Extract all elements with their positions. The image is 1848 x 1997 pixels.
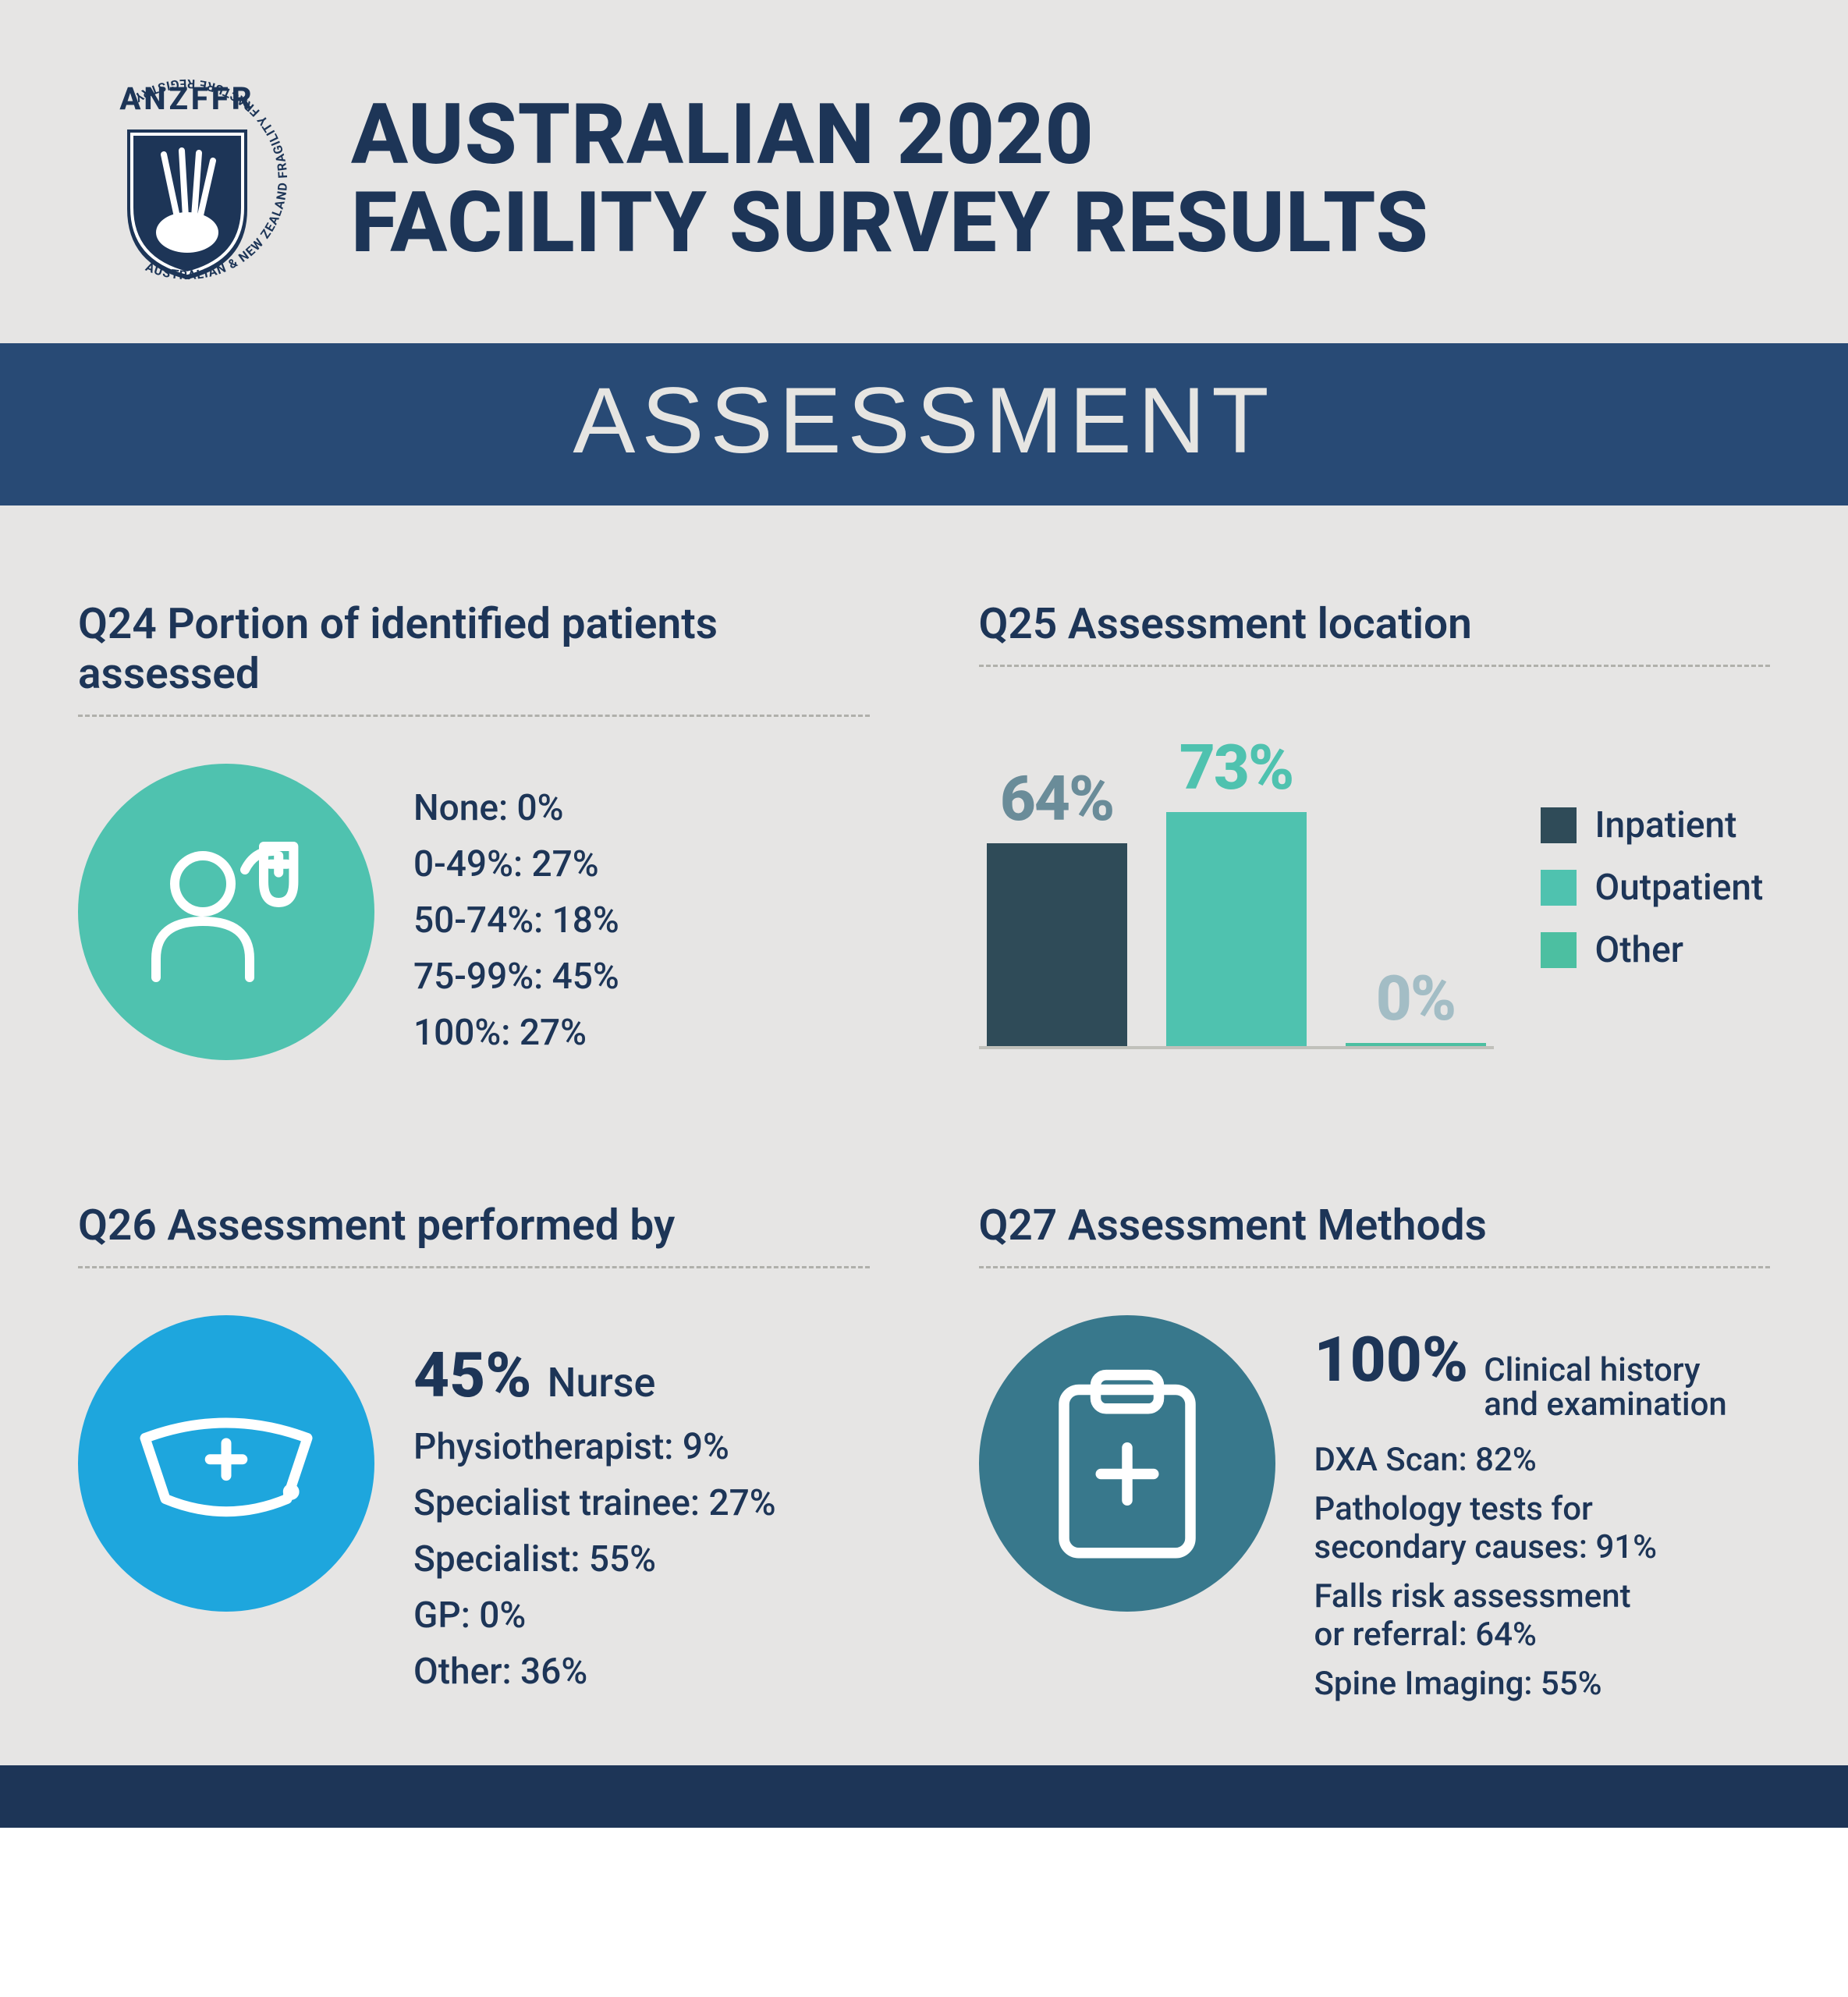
q24-item: 100%: 27% bbox=[413, 1012, 619, 1054]
q26-list: 45% Nurse Physiotherapist: 9% Specialist… bbox=[413, 1315, 776, 1693]
logo-circle-label: AUSTRALIAN & NEW ZEALAND FRAGILITY FRACT… bbox=[131, 76, 290, 282]
svg-text:AUSTRALIAN & NEW ZEALAND FRAGI: AUSTRALIAN & NEW ZEALAND FRAGILITY FRACT… bbox=[131, 76, 290, 282]
q27-headline-pct: 100% bbox=[1314, 1323, 1469, 1396]
q25-chart: 64% 73% 0% Inpatient Outpatient Other bbox=[979, 714, 1771, 1049]
q25-bar-rect bbox=[987, 843, 1127, 1046]
q27-item: Spine Imaging: 55% bbox=[1314, 1665, 1727, 1703]
q26-block: Q26 Assessment performed by 45% bbox=[78, 1201, 870, 1703]
patient-iv-icon bbox=[78, 764, 374, 1060]
q25-bar-rect bbox=[1166, 812, 1307, 1046]
q25-legend-row: Other bbox=[1541, 929, 1764, 971]
q25-bar-value: 73% bbox=[1179, 731, 1293, 804]
q27-headline-label-l1: Clinical history bbox=[1484, 1351, 1700, 1389]
q25-legend-label: Other bbox=[1595, 929, 1683, 971]
q27-item-l1: Pathology tests for bbox=[1314, 1490, 1593, 1528]
header: ANZFFR AUSTRALIAN & NEW ZEALAND F bbox=[0, 0, 1848, 343]
q27-headline-label: Clinical history and examination bbox=[1484, 1353, 1727, 1422]
q24-item: 50-74%: 18% bbox=[413, 899, 619, 942]
q26-headline: 45% Nurse bbox=[413, 1339, 776, 1412]
q27-item-l2: or referral: 64% bbox=[1314, 1616, 1537, 1654]
page-title-line2: FACILITY SURVEY RESULTS bbox=[351, 179, 1778, 268]
q27-item: Pathology tests for secondary causes: 91… bbox=[1314, 1490, 1727, 1566]
q26-item: Physiotherapist: 9% bbox=[413, 1426, 776, 1468]
q27-item-l1: Falls risk assessment bbox=[1314, 1577, 1631, 1616]
q25-bar-rect bbox=[1346, 1043, 1486, 1046]
section-bar: ASSESSMENT bbox=[0, 343, 1848, 505]
nurse-cap-icon bbox=[78, 1315, 374, 1612]
q27-list: 100% Clinical history and examination DX… bbox=[1314, 1315, 1727, 1703]
logo-circle-text: AUSTRALIAN & NEW ZEALAND FRAGILITY FRACT… bbox=[70, 62, 304, 296]
q25-block: Q25 Assessment location 64% 73% 0% Inpatie… bbox=[979, 599, 1771, 1060]
q26-headline-label: Nurse bbox=[548, 1359, 656, 1406]
q25-bar-value: 0% bbox=[1376, 962, 1455, 1035]
q24-block: Q24 Portion of identified patients asses… bbox=[78, 599, 870, 1060]
q25-bars: 64% 73% 0% bbox=[979, 722, 1494, 1049]
q26-item: Specialist trainee: 27% bbox=[413, 1482, 776, 1524]
q26-headline-pct: 45% bbox=[413, 1339, 532, 1412]
q27-block: Q27 Assessment Methods 100% bbox=[979, 1201, 1771, 1703]
q27-headline: 100% Clinical history and examination bbox=[1314, 1323, 1727, 1422]
q25-bar: 0% bbox=[1338, 962, 1494, 1046]
clipboard-medical-icon bbox=[979, 1315, 1275, 1612]
q26-item: Specialist: 55% bbox=[413, 1538, 776, 1580]
content-grid: Q24 Portion of identified patients asses… bbox=[0, 505, 1848, 1765]
q25-bar: 73% bbox=[1158, 731, 1314, 1046]
q24-item: None: 0% bbox=[413, 787, 619, 829]
q25-legend-swatch bbox=[1541, 870, 1577, 906]
q25-bar: 64% bbox=[979, 762, 1135, 1046]
q26-body: 45% Nurse Physiotherapist: 9% Specialist… bbox=[78, 1315, 870, 1693]
q26-item: Other: 36% bbox=[413, 1651, 776, 1693]
q27-item: Falls risk assessment or referral: 64% bbox=[1314, 1577, 1727, 1654]
q25-legend-label: Outpatient bbox=[1595, 867, 1764, 909]
q25-bar-value: 64% bbox=[1000, 762, 1114, 835]
logo: ANZFFR AUSTRALIAN & NEW ZEALAND F bbox=[70, 62, 304, 296]
q25-legend-row: Inpatient bbox=[1541, 804, 1764, 846]
q27-item: DXA Scan: 82% bbox=[1314, 1441, 1727, 1479]
q25-legend: Inpatient Outpatient Other bbox=[1525, 804, 1764, 1049]
title-block: AUSTRALIAN 2020 FACILITY SURVEY RESULTS bbox=[351, 91, 1778, 268]
q26-item: GP: 0% bbox=[413, 1594, 776, 1637]
q27-item-l2: secondary causes: 91% bbox=[1314, 1528, 1658, 1566]
q25-legend-swatch bbox=[1541, 932, 1577, 968]
page: ANZFFR AUSTRALIAN & NEW ZEALAND F bbox=[0, 0, 1848, 1828]
q25-legend-swatch bbox=[1541, 807, 1577, 843]
q24-list: None: 0% 0-49%: 27% 50-74%: 18% 75-99%: … bbox=[413, 764, 619, 1054]
q25-legend-label: Inpatient bbox=[1595, 804, 1737, 846]
q24-body: None: 0% 0-49%: 27% 50-74%: 18% 75-99%: … bbox=[78, 764, 870, 1060]
q26-title: Q26 Assessment performed by bbox=[78, 1201, 870, 1268]
q24-item: 75-99%: 45% bbox=[413, 956, 619, 998]
q24-item: 0-49%: 27% bbox=[413, 843, 619, 885]
page-title-line1: AUSTRALIAN 2020 bbox=[351, 91, 1778, 179]
q24-title: Q24 Portion of identified patients asses… bbox=[78, 599, 870, 717]
q27-headline-label-l2: and examination bbox=[1484, 1385, 1727, 1424]
q27-body: 100% Clinical history and examination DX… bbox=[979, 1315, 1771, 1703]
q25-legend-row: Outpatient bbox=[1541, 867, 1764, 909]
footer-bar bbox=[0, 1765, 1848, 1828]
q27-title: Q27 Assessment Methods bbox=[979, 1201, 1771, 1268]
q25-title: Q25 Assessment location bbox=[979, 599, 1771, 667]
